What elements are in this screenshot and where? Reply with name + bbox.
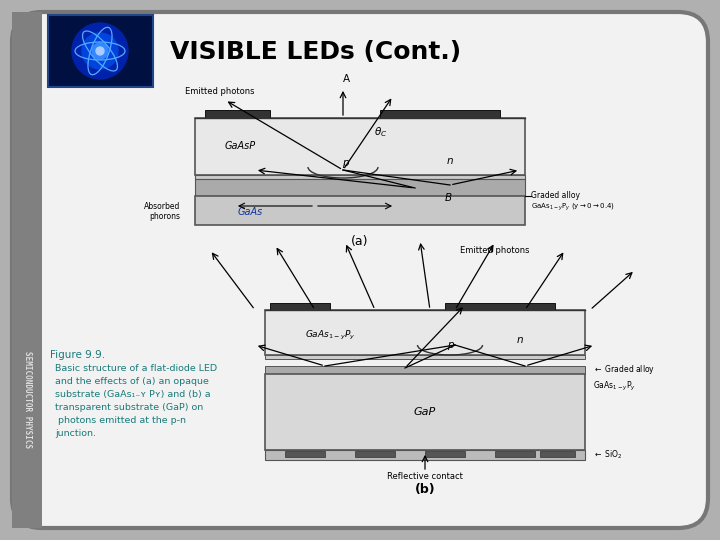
Text: Emitted photons: Emitted photons (185, 87, 254, 96)
Text: VISIBLE LEDs (Cont.): VISIBLE LEDs (Cont.) (170, 40, 461, 64)
Text: $\theta_C$: $\theta_C$ (374, 125, 387, 139)
Text: $\leftarrow$ SiO$_2$: $\leftarrow$ SiO$_2$ (593, 449, 623, 461)
Text: and the effects of (a) an opaque: and the effects of (a) an opaque (55, 377, 209, 386)
Text: Basic structure of a flat-diode LED: Basic structure of a flat-diode LED (55, 364, 217, 373)
Bar (48, 15, 153, 87)
Text: Reflective contact: Reflective contact (387, 472, 463, 481)
Bar (195, 196, 525, 225)
Text: n: n (446, 156, 454, 166)
FancyBboxPatch shape (12, 12, 708, 528)
Bar (205, 110, 270, 118)
Bar (265, 366, 585, 374)
Text: Figure 9.9.: Figure 9.9. (50, 350, 105, 360)
Text: B: B (445, 193, 452, 203)
Text: photons emitted at the p-n: photons emitted at the p-n (55, 416, 186, 425)
Text: Absorbed
phorons: Absorbed phorons (143, 202, 180, 221)
Bar (195, 179, 525, 196)
Bar (265, 450, 585, 460)
Bar (265, 310, 585, 355)
Text: GaAs: GaAs (238, 207, 263, 217)
Bar (380, 110, 500, 118)
Bar (195, 175, 525, 179)
Bar (285, 451, 325, 457)
Circle shape (72, 23, 128, 79)
Bar (265, 355, 585, 359)
Text: $\leftarrow$ Graded alloy: $\leftarrow$ Graded alloy (593, 363, 655, 376)
Text: A: A (343, 74, 350, 84)
Bar (495, 451, 535, 457)
Bar (12, 12, 42, 528)
Bar (445, 303, 555, 310)
Text: GaAs$_{1-y}$P$_y$: GaAs$_{1-y}$P$_y$ (593, 380, 636, 393)
Text: SEMICONDUCTOR PHYSICS: SEMICONDUCTOR PHYSICS (22, 352, 32, 449)
Text: transparent substrate (GaP) on: transparent substrate (GaP) on (55, 403, 203, 412)
Bar (540, 451, 575, 457)
Text: GaAs$_{1-y}$P$_y$ (y$\rightarrow$0$\rightarrow$0.4): GaAs$_{1-y}$P$_y$ (y$\rightarrow$0$\righ… (531, 202, 615, 213)
Text: n: n (517, 335, 523, 345)
Text: Emitted photons: Emitted photons (460, 246, 530, 255)
Text: p: p (446, 340, 454, 350)
Bar (425, 451, 465, 457)
Circle shape (96, 47, 104, 55)
Text: junction.: junction. (55, 429, 96, 438)
Text: GaP: GaP (414, 407, 436, 417)
Bar (270, 303, 330, 310)
Text: Graded alloy: Graded alloy (531, 191, 580, 200)
Circle shape (82, 33, 118, 69)
Text: GaAs$_{1-y}$P$_y$: GaAs$_{1-y}$P$_y$ (305, 328, 355, 342)
Bar (355, 451, 395, 457)
Text: p: p (342, 158, 348, 168)
Bar (195, 118, 525, 175)
Circle shape (92, 43, 108, 59)
Text: GaAsP: GaAsP (225, 141, 256, 151)
Text: substrate (GaAs₁₋ʏ Pʏ) and (b) a: substrate (GaAs₁₋ʏ Pʏ) and (b) a (55, 390, 211, 399)
Text: (a): (a) (351, 234, 369, 247)
Bar (265, 374, 585, 450)
Text: (b): (b) (415, 483, 436, 496)
